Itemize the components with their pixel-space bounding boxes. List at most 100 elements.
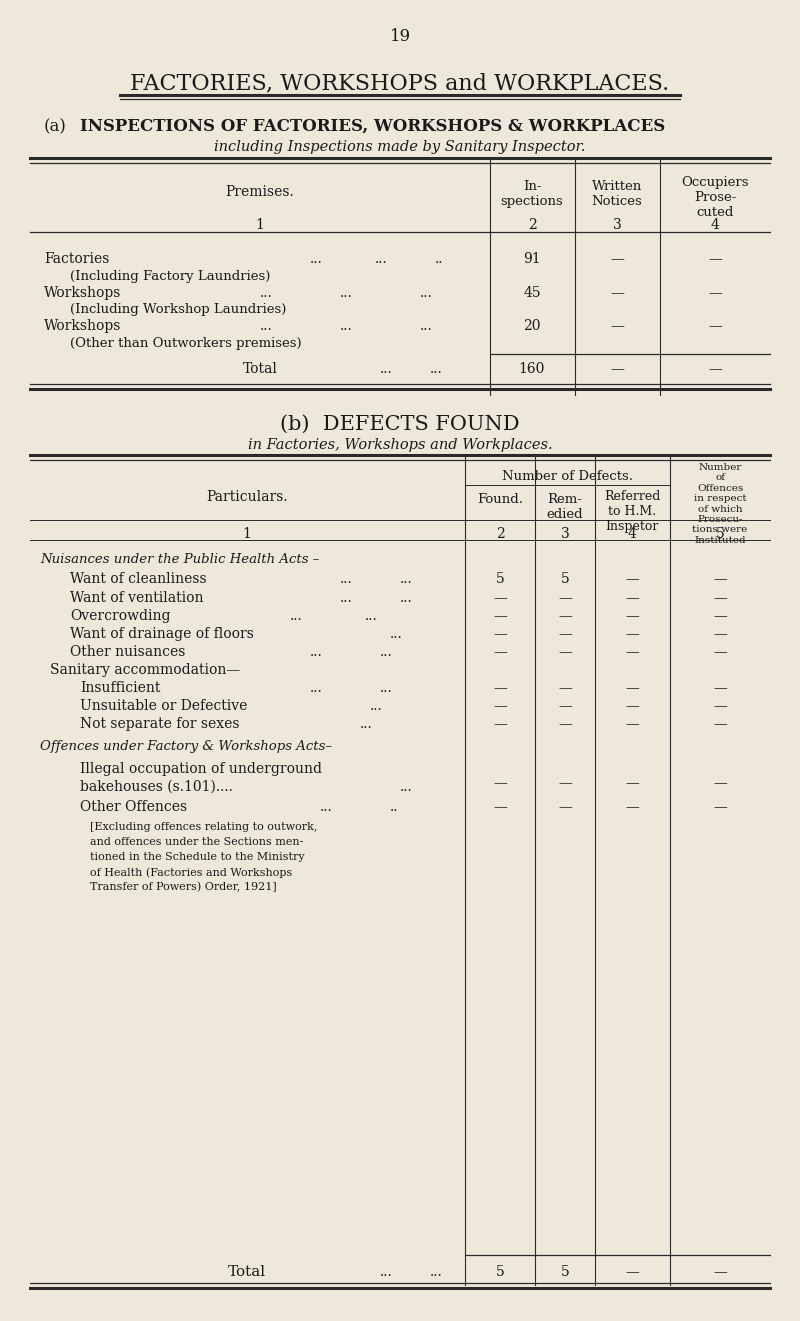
Text: Other Offences: Other Offences	[80, 801, 187, 814]
Text: ...: ...	[365, 609, 378, 624]
Text: —: —	[558, 645, 572, 659]
Text: ...: ...	[260, 318, 273, 333]
Text: —: —	[708, 318, 722, 333]
Text: —: —	[493, 699, 507, 713]
Text: ..: ..	[390, 801, 398, 814]
Text: ...: ...	[400, 590, 413, 605]
Text: Number
of
Offences
in respect
of which
Prosecu-
tions were
Instituted: Number of Offences in respect of which P…	[692, 462, 748, 544]
Text: Want of cleanliness: Want of cleanliness	[70, 572, 206, 587]
Text: —: —	[610, 362, 624, 376]
Text: Other nuisances: Other nuisances	[70, 645, 186, 659]
Text: 5: 5	[716, 527, 724, 542]
Text: 1: 1	[255, 218, 265, 232]
Text: ...: ...	[360, 717, 373, 731]
Text: ...: ...	[340, 318, 353, 333]
Text: ...: ...	[400, 572, 413, 587]
Text: 1: 1	[242, 527, 251, 542]
Text: 5: 5	[561, 1266, 570, 1279]
Text: —: —	[558, 801, 572, 814]
Text: and offences under the Sections men-: and offences under the Sections men-	[90, 838, 303, 847]
Text: Not separate for sexes: Not separate for sexes	[80, 717, 239, 731]
Text: Found.: Found.	[477, 493, 523, 506]
Text: 45: 45	[523, 287, 541, 300]
Text: —: —	[625, 609, 639, 624]
Text: (b)  DEFECTS FOUND: (b) DEFECTS FOUND	[280, 415, 520, 435]
Text: 91: 91	[523, 252, 541, 266]
Text: —: —	[558, 682, 572, 695]
Text: Particulars.: Particulars.	[206, 490, 288, 505]
Text: 160: 160	[519, 362, 545, 376]
Text: Rem-
edied: Rem- edied	[546, 493, 583, 520]
Text: 19: 19	[390, 28, 410, 45]
Text: —: —	[625, 717, 639, 731]
Text: Number of Defects.: Number of Defects.	[502, 470, 633, 483]
Text: Referred
to H.M.
Inspetor: Referred to H.M. Inspetor	[604, 490, 660, 532]
Text: —: —	[713, 572, 727, 587]
Text: —: —	[558, 717, 572, 731]
Text: [Excluding offences relating to outwork,: [Excluding offences relating to outwork,	[90, 822, 318, 832]
Text: Overcrowding: Overcrowding	[70, 609, 170, 624]
Text: ...: ...	[380, 645, 393, 659]
Text: Factories: Factories	[44, 252, 110, 266]
Text: 20: 20	[523, 318, 541, 333]
Text: Workshops: Workshops	[44, 287, 122, 300]
Text: —: —	[713, 717, 727, 731]
Text: —: —	[625, 699, 639, 713]
Text: —: —	[493, 717, 507, 731]
Text: —: —	[558, 775, 572, 790]
Text: —: —	[713, 627, 727, 641]
Text: (Other than Outworkers premises): (Other than Outworkers premises)	[70, 337, 302, 350]
Text: 5: 5	[496, 1266, 504, 1279]
Text: —: —	[708, 287, 722, 300]
Text: ...: ...	[340, 287, 353, 300]
Text: ...: ...	[340, 572, 353, 587]
Text: ...: ...	[390, 627, 402, 641]
Text: —: —	[625, 627, 639, 641]
Text: ...: ...	[380, 1266, 393, 1279]
Text: 4: 4	[627, 527, 637, 542]
Text: ..: ..	[435, 252, 443, 266]
Text: —: —	[625, 801, 639, 814]
Text: —: —	[558, 609, 572, 624]
Text: ...: ...	[320, 801, 333, 814]
Text: ...: ...	[260, 287, 273, 300]
Text: in Factories, Workshops and Workplaces.: in Factories, Workshops and Workplaces.	[248, 439, 552, 452]
Text: Illegal occupation of underground: Illegal occupation of underground	[80, 762, 322, 775]
Text: ...: ...	[340, 590, 353, 605]
Text: —: —	[493, 801, 507, 814]
Text: 5: 5	[496, 572, 504, 587]
Text: 2: 2	[496, 527, 504, 542]
Text: ...: ...	[310, 252, 322, 266]
Text: —: —	[493, 682, 507, 695]
Text: ...: ...	[310, 645, 322, 659]
Text: —: —	[493, 609, 507, 624]
Text: ...: ...	[420, 318, 433, 333]
Text: —: —	[558, 699, 572, 713]
Text: Transfer of Powers) Order, 1921]: Transfer of Powers) Order, 1921]	[90, 882, 277, 893]
Text: —: —	[713, 609, 727, 624]
Text: ...: ...	[380, 682, 393, 695]
Text: ...: ...	[430, 362, 442, 376]
Text: ...: ...	[310, 682, 322, 695]
Text: Offences under Factory & Workshops Acts–: Offences under Factory & Workshops Acts–	[40, 740, 332, 753]
Text: —: —	[708, 362, 722, 376]
Text: (Including Workshop Laundries): (Including Workshop Laundries)	[70, 303, 286, 316]
Text: INSPECTIONS OF FACTORIES, WORKSHOPS & WORKPLACES: INSPECTIONS OF FACTORIES, WORKSHOPS & WO…	[80, 118, 666, 135]
Text: —: —	[610, 252, 624, 266]
Text: —: —	[713, 699, 727, 713]
Text: ...: ...	[380, 362, 393, 376]
Text: 4: 4	[710, 218, 719, 232]
Text: Unsuitable or Defective: Unsuitable or Defective	[80, 699, 247, 713]
Text: 3: 3	[613, 218, 622, 232]
Text: —: —	[708, 252, 722, 266]
Text: —: —	[713, 682, 727, 695]
Text: Premises.: Premises.	[226, 185, 294, 199]
Text: —: —	[610, 287, 624, 300]
Text: In-
spections: In- spections	[501, 180, 563, 207]
Text: —: —	[610, 318, 624, 333]
Text: ...: ...	[400, 779, 413, 794]
Text: Sanitary accommodation—: Sanitary accommodation—	[50, 663, 240, 676]
Text: 5: 5	[561, 572, 570, 587]
Text: Want of ventilation: Want of ventilation	[70, 590, 203, 605]
Text: —: —	[625, 645, 639, 659]
